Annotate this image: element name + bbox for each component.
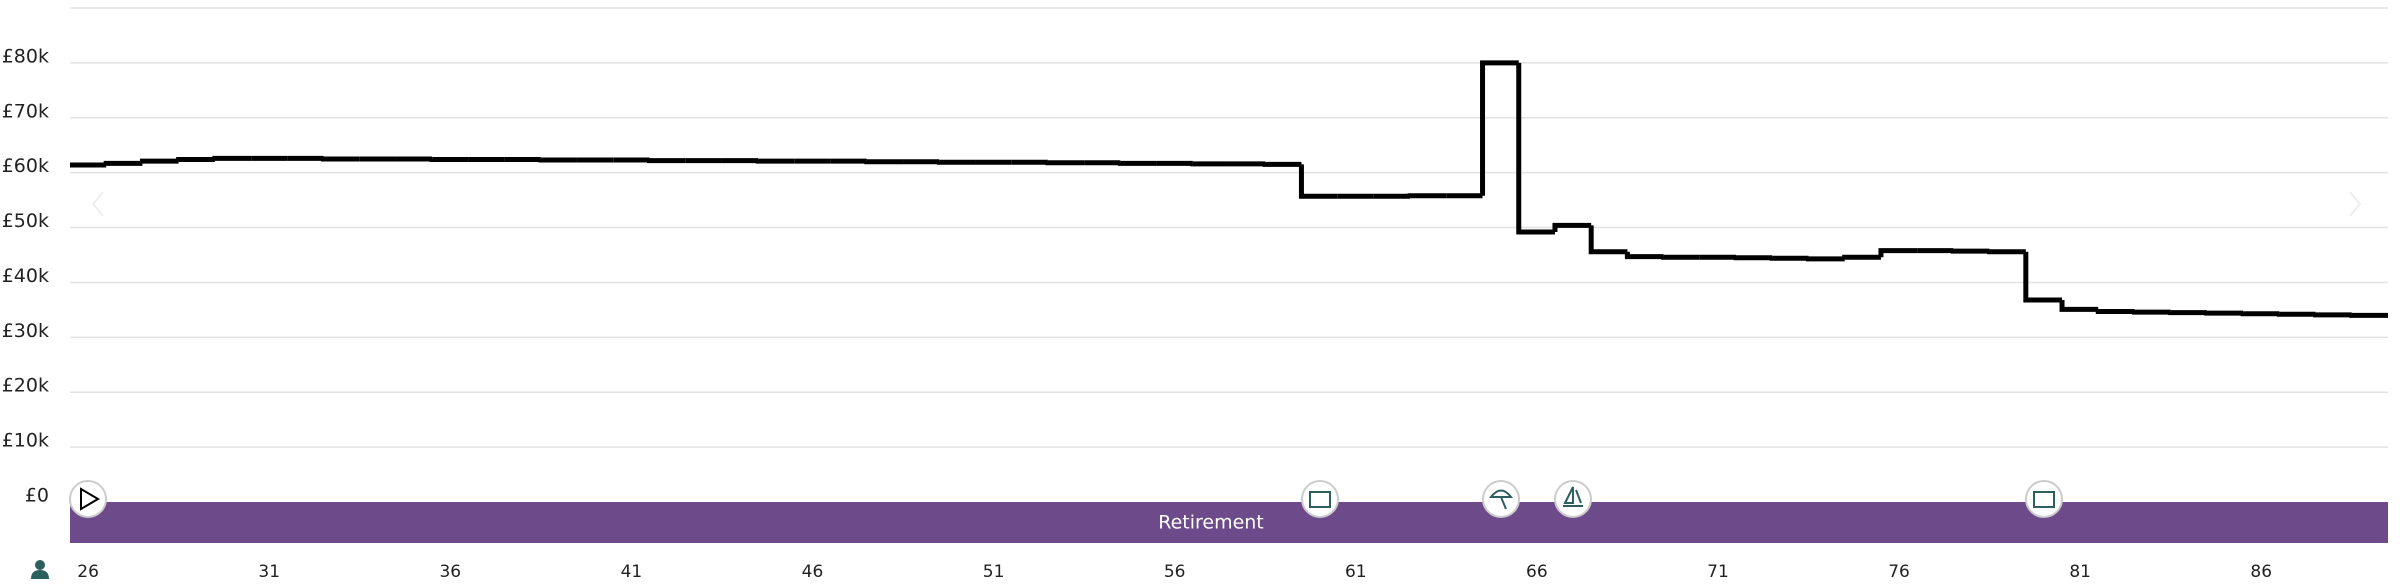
step-segment xyxy=(538,157,578,163)
x-tick-label: 26 xyxy=(77,562,99,582)
step-segment xyxy=(1950,248,1990,254)
x-tick-label: 41 xyxy=(621,562,643,582)
step-segment xyxy=(1878,248,1918,258)
step-segment xyxy=(429,156,469,162)
step-segment xyxy=(103,160,143,166)
y-tick-label: £50k xyxy=(2,210,49,232)
grid-layer xyxy=(70,62,2388,448)
calendar-glyph xyxy=(2033,491,2055,508)
step-segment xyxy=(1045,160,1085,166)
step-segment xyxy=(2168,310,2207,316)
y-tick-label: £70k xyxy=(2,100,49,122)
step-segment xyxy=(2023,251,2063,303)
step-segment xyxy=(139,158,179,164)
next-arrow[interactable] xyxy=(2349,191,2362,217)
x-tick-label: 71 xyxy=(1707,562,1729,582)
timeline-band xyxy=(70,502,2388,543)
person-icon xyxy=(31,560,49,579)
x-tick-label: 76 xyxy=(1888,562,1910,582)
step-segment xyxy=(1407,193,1447,199)
y-tick-label: £10k xyxy=(2,430,49,452)
y-tick-label: £80k xyxy=(2,45,49,67)
y-tick-label: £30k xyxy=(2,320,49,342)
step-segment xyxy=(1516,62,1555,235)
y-tick-label: £0 xyxy=(25,485,49,507)
step-segment xyxy=(1624,251,1664,260)
step-segment xyxy=(2131,309,2171,315)
x-tick-label: 56 xyxy=(1164,562,1186,582)
step-segment xyxy=(321,156,360,162)
x-tick-label: 31 xyxy=(258,562,280,582)
x-tick-label: 66 xyxy=(1526,562,1548,582)
step-segment xyxy=(2276,311,2316,317)
step-segment xyxy=(936,159,976,165)
y-tick-label: £60k xyxy=(2,155,49,177)
step-segment xyxy=(1588,225,1628,255)
step-segment xyxy=(1987,249,2026,255)
step-segment xyxy=(1806,256,1845,262)
step-segment xyxy=(1262,161,1302,167)
umbrella-glyph xyxy=(1488,489,1514,510)
step-segment xyxy=(2313,312,2352,318)
step-segment xyxy=(2059,300,2099,312)
step-segment xyxy=(755,158,795,164)
y-tick-label: £20k xyxy=(2,375,49,397)
x-tick-label: 81 xyxy=(2069,562,2091,582)
event-icon[interactable] xyxy=(2025,480,2063,518)
step-segment xyxy=(1552,222,1592,232)
step-segment xyxy=(176,156,215,162)
calendar-glyph xyxy=(1309,491,1331,508)
x-tick-label: 36 xyxy=(439,562,461,582)
step-segment xyxy=(212,155,252,161)
start-icon[interactable] xyxy=(69,480,107,518)
x-tick-label: 86 xyxy=(2250,562,2272,582)
play-glyph xyxy=(80,487,100,511)
step-segment xyxy=(2095,309,2135,315)
step-segment xyxy=(2204,310,2244,316)
x-tick-label: 61 xyxy=(1345,562,1367,582)
prev-arrow[interactable] xyxy=(91,191,104,217)
step-segment xyxy=(1117,160,1157,166)
step-segment xyxy=(1769,255,1809,261)
step-segment xyxy=(2240,311,2280,317)
step-segment xyxy=(1842,254,1881,260)
step-segment xyxy=(1661,254,1700,260)
boat-glyph xyxy=(1563,486,1583,507)
y-tick-label: £40k xyxy=(2,265,49,287)
step-segment xyxy=(2349,312,2388,318)
step-segment xyxy=(1190,161,1229,167)
step-segment xyxy=(647,158,686,164)
x-tick-label: 46 xyxy=(802,562,824,582)
step-segment xyxy=(864,159,904,165)
event-icon[interactable] xyxy=(1301,480,1339,518)
timeline-label: Retirement xyxy=(1158,512,1264,534)
event-icons xyxy=(69,480,2063,518)
step-segment xyxy=(1480,60,1519,196)
step-segment xyxy=(1298,164,1338,199)
step-segment xyxy=(1733,255,1773,261)
x-tick-label: 51 xyxy=(983,562,1005,582)
